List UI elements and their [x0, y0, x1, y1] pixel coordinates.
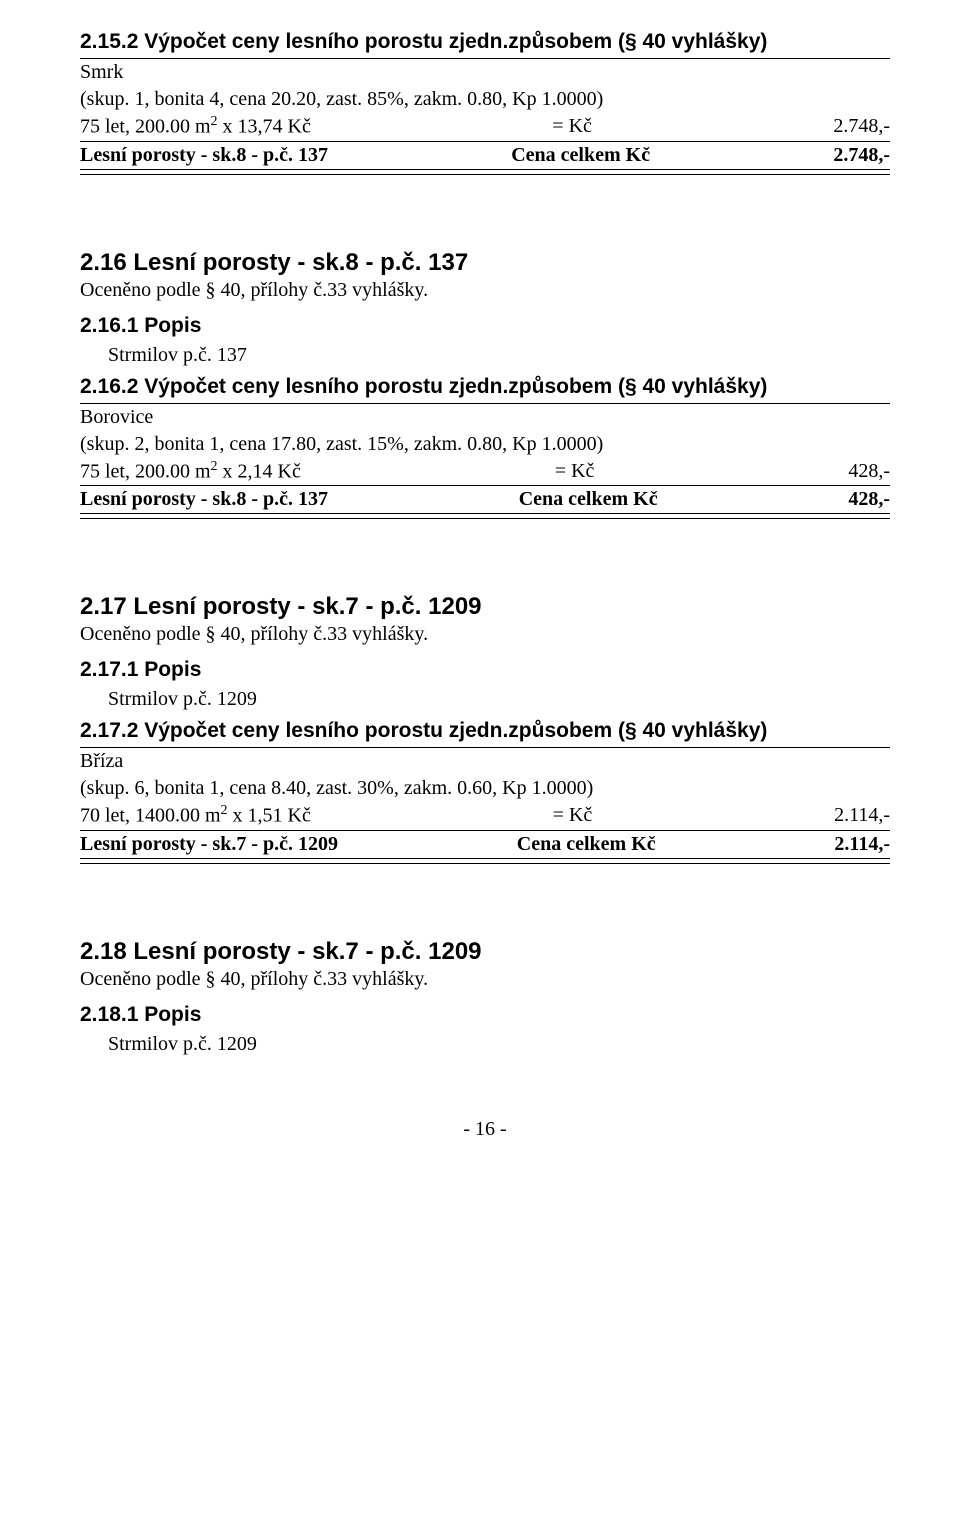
total-mid: Cena celkem Kč	[511, 142, 650, 169]
section-heading: 2.17 Lesní porosty - sk.7 - p.č. 1209	[80, 593, 890, 621]
calc-eq: = Kč	[552, 113, 592, 141]
calc-row: 75 let, 200.00 m2 x 13,74 Kč = Kč 2.748,…	[80, 113, 890, 141]
calc-eq: = Kč	[555, 458, 595, 486]
section-heading: 2.16.1 Popis	[80, 314, 890, 338]
total-amount: 2.114,-	[834, 831, 890, 858]
total-row: Lesní porosty - sk.8 - p.č. 137 Cena cel…	[80, 486, 890, 513]
species: Smrk	[80, 59, 890, 86]
calc-row: 70 let, 1400.00 m2 x 1,51 Kč = Kč 2.114,…	[80, 802, 890, 830]
popis-text: Strmilov p.č. 1209	[80, 1031, 890, 1058]
popis-text: Strmilov p.č. 1209	[80, 686, 890, 713]
total-amount: 428,-	[848, 486, 890, 513]
species: Borovice	[80, 404, 890, 431]
section-heading: 2.15.2 Výpočet ceny lesního porostu zjed…	[80, 30, 890, 54]
divider	[80, 858, 890, 859]
total-label: Lesní porosty - sk.8 - p.č. 137	[80, 142, 328, 169]
section-heading: 2.17.2 Výpočet ceny lesního porostu zjed…	[80, 719, 890, 743]
divider	[80, 513, 890, 514]
total-label: Lesní porosty - sk.8 - p.č. 137	[80, 486, 328, 513]
subheading: Oceněno podle § 40, přílohy č.33 vyhlášk…	[80, 623, 890, 646]
section-heading: 2.16.2 Výpočet ceny lesního porostu zjed…	[80, 375, 890, 399]
total-mid: Cena celkem Kč	[519, 486, 658, 513]
params: (skup. 6, bonita 1, cena 8.40, zast. 30%…	[80, 775, 890, 802]
calc-amount: 2.748,-	[833, 113, 890, 141]
subheading: Oceněno podle § 40, přílohy č.33 vyhlášk…	[80, 279, 890, 302]
calc-amount: 2.114,-	[834, 802, 890, 830]
total-amount: 2.748,-	[833, 142, 890, 169]
section-heading: 2.16 Lesní porosty - sk.8 - p.č. 137	[80, 249, 890, 277]
total-row: Lesní porosty - sk.8 - p.č. 137 Cena cel…	[80, 142, 890, 169]
species: Bříza	[80, 748, 890, 775]
subheading: Oceněno podle § 40, přílohy č.33 vyhlášk…	[80, 968, 890, 991]
section-heading: 2.17.1 Popis	[80, 658, 890, 682]
params: (skup. 2, bonita 1, cena 17.80, zast. 15…	[80, 431, 890, 458]
total-row: Lesní porosty - sk.7 - p.č. 1209 Cena ce…	[80, 831, 890, 858]
total-mid: Cena celkem Kč	[517, 831, 656, 858]
divider	[80, 169, 890, 170]
total-label: Lesní porosty - sk.7 - p.č. 1209	[80, 831, 338, 858]
calc-row: 75 let, 200.00 m2 x 2,14 Kč = Kč 428,-	[80, 458, 890, 486]
section-heading: 2.18 Lesní porosty - sk.7 - p.č. 1209	[80, 938, 890, 966]
calc-left: 75 let, 200.00 m2 x 2,14 Kč	[80, 458, 301, 486]
calc-eq: = Kč	[553, 802, 593, 830]
params: (skup. 1, bonita 4, cena 20.20, zast. 85…	[80, 86, 890, 113]
page-number: - 16 -	[80, 1118, 890, 1141]
calc-left: 70 let, 1400.00 m2 x 1,51 Kč	[80, 802, 311, 830]
popis-text: Strmilov p.č. 137	[80, 342, 890, 369]
calc-left: 75 let, 200.00 m2 x 13,74 Kč	[80, 113, 311, 141]
section-heading: 2.18.1 Popis	[80, 1003, 890, 1027]
calc-amount: 428,-	[848, 458, 890, 486]
